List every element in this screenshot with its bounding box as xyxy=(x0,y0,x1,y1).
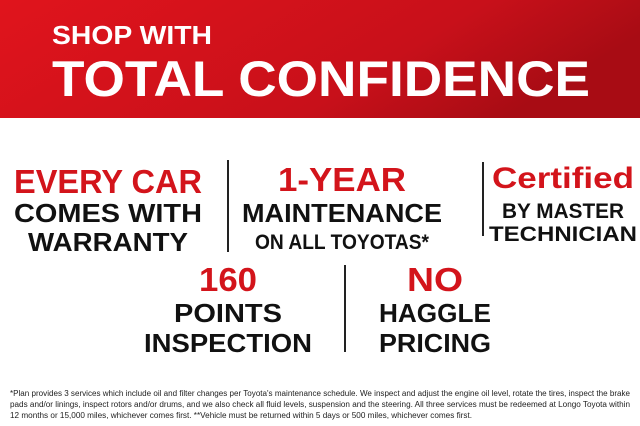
feature-line: PRICING xyxy=(379,328,491,358)
feature-headline: 1-YEAR xyxy=(278,161,406,198)
footnote-line: pads and/or linings, inspect rotors and/… xyxy=(10,400,630,409)
header-band xyxy=(0,0,640,118)
feature-headline: EVERY CAR xyxy=(14,163,202,200)
feature-line: MAINTENANCE xyxy=(242,198,442,228)
feature-line: INSPECTION xyxy=(144,328,312,358)
feature-line: TECHNICIAN xyxy=(489,223,637,246)
feature-line: COMES WITH xyxy=(14,198,202,228)
header-line1: SHOP WITH xyxy=(52,20,212,50)
feature-headline: 160 xyxy=(199,261,257,298)
feature-line: ON ALL TOYOTAS* xyxy=(255,231,430,254)
footnote-line: 12 months or 15,000 miles, whichever com… xyxy=(10,411,472,420)
header-line2: TOTAL CONFIDENCE xyxy=(52,51,590,107)
feature-headline: Certified xyxy=(492,162,634,195)
feature-headline: NO xyxy=(407,261,463,298)
footnote-line: *Plan provides 3 services which include … xyxy=(10,389,631,398)
feature-line: BY MASTER xyxy=(502,200,624,223)
feature-line: POINTS xyxy=(174,298,282,328)
feature-line: HAGGLE xyxy=(379,298,491,328)
feature-line: WARRANTY xyxy=(28,227,188,257)
